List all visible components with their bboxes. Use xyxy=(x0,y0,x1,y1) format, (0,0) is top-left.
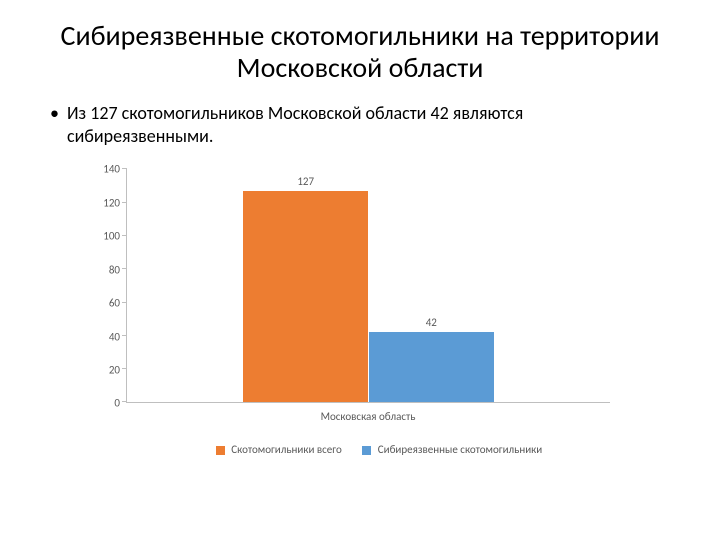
legend-label-1: Сибиреязвенные скотомогильники xyxy=(378,443,542,456)
y-tick-mark xyxy=(122,268,127,269)
y-tick-mark xyxy=(122,235,127,236)
y-tick-mark xyxy=(122,168,127,169)
y-tick-label: 20 xyxy=(94,363,120,376)
legend-label-0: Скотомогильники всего xyxy=(231,443,341,456)
bar-0: 127 xyxy=(243,191,369,402)
y-tick-mark xyxy=(122,202,127,203)
bullet-item: • Из 127 скотомогильников Московской обл… xyxy=(50,102,670,147)
slide: Сибиреязвенные скотомогильники на террит… xyxy=(0,0,720,540)
bar-1: 42 xyxy=(369,332,495,402)
y-tick-label: 0 xyxy=(94,397,120,410)
legend-swatch-0 xyxy=(216,446,225,455)
y-tick-label: 60 xyxy=(94,297,120,310)
y-tick-label: 40 xyxy=(94,330,120,343)
chart-container: 12742 Московская область 020406080100120… xyxy=(90,157,650,456)
y-tick-mark xyxy=(122,401,127,402)
y-tick-label: 100 xyxy=(94,230,120,243)
plot-area: 12742 xyxy=(126,169,610,403)
y-tick-mark xyxy=(122,335,127,336)
y-tick-mark xyxy=(122,368,127,369)
y-tick-label: 80 xyxy=(94,263,120,276)
bullet-text: Из 127 скотомогильников Московской облас… xyxy=(67,102,670,147)
bar-value-label: 127 xyxy=(243,175,369,188)
bar-chart: 12742 Московская область 020406080100120… xyxy=(90,157,610,427)
x-axis-label: Московская область xyxy=(126,410,610,423)
legend: Скотомогильники всего Сибиреязвенные ско… xyxy=(90,443,650,456)
page-title: Сибиреязвенные скотомогильники на террит… xyxy=(50,20,670,84)
bar-value-label: 42 xyxy=(369,316,495,329)
y-tick-label: 140 xyxy=(94,163,120,176)
y-tick-mark xyxy=(122,302,127,303)
y-tick-label: 120 xyxy=(94,196,120,209)
bullet-dot: • xyxy=(50,102,59,125)
legend-swatch-1 xyxy=(362,446,371,455)
